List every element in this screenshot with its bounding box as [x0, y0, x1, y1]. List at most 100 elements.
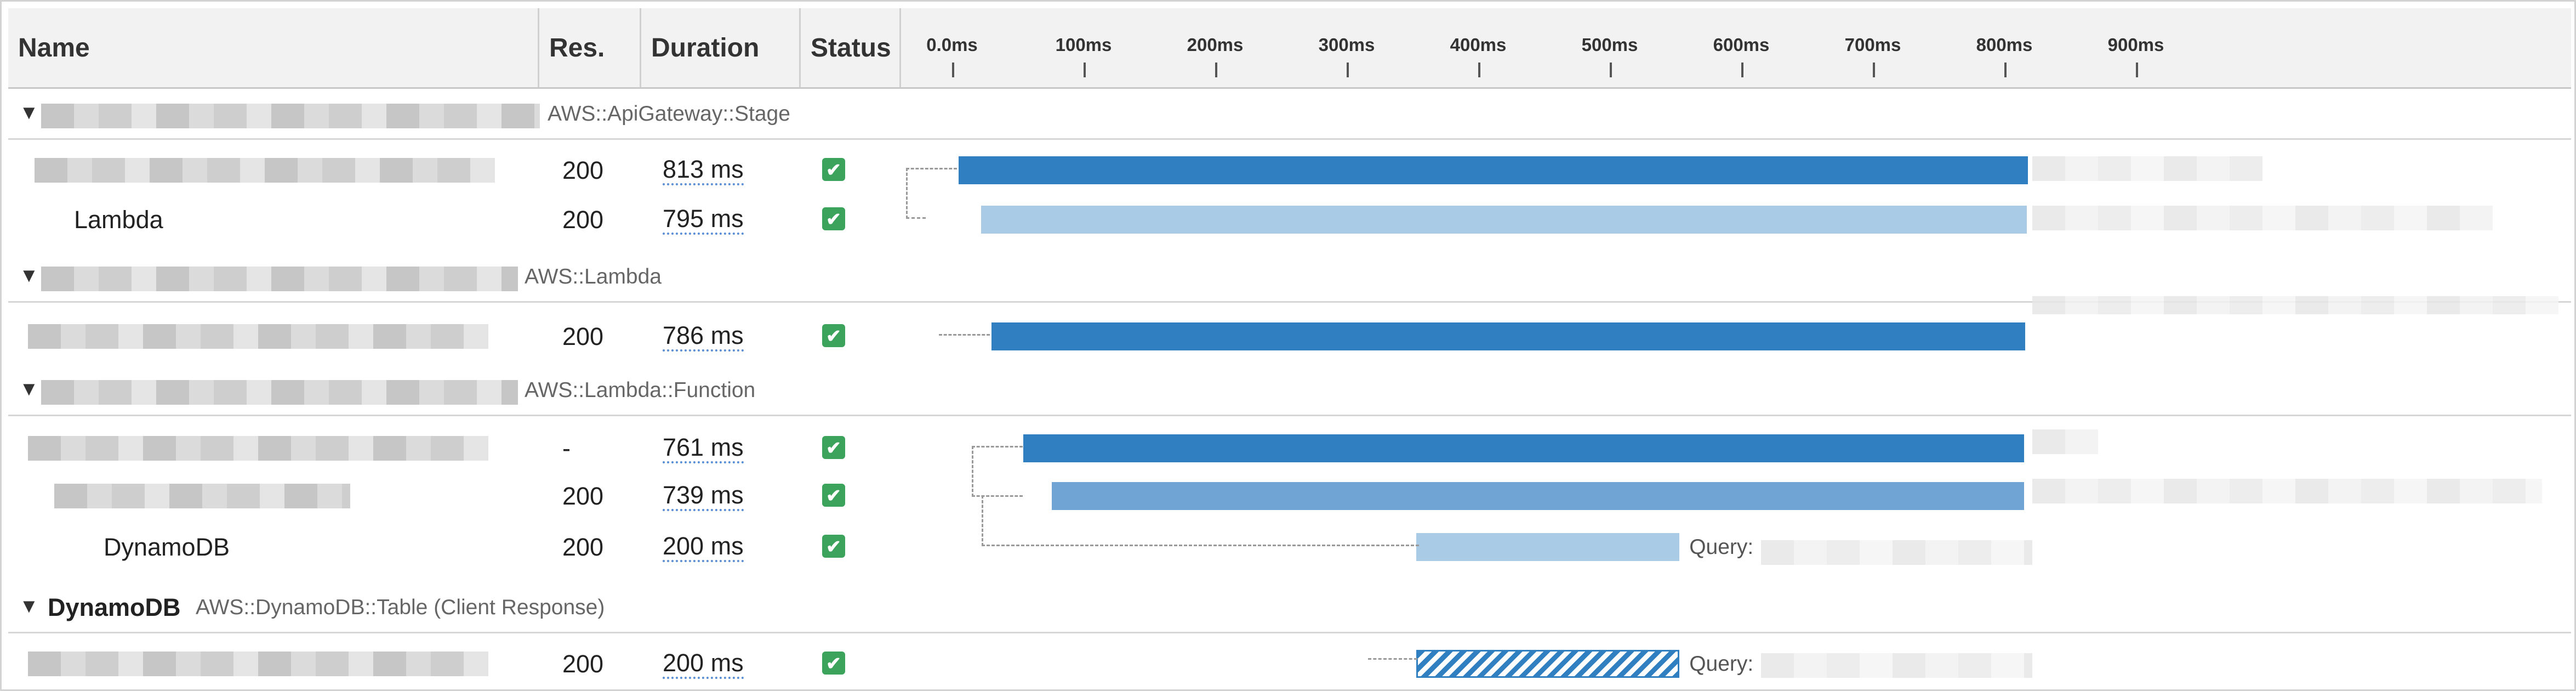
row-name: Lambda: [74, 205, 163, 234]
caret-down-icon[interactable]: ▼: [19, 101, 39, 123]
trace-row[interactable]: DynamoDB 200 200 ms ✔ Query:: [8, 523, 2571, 571]
tick-label: 0.0ms: [926, 35, 978, 55]
redacted-name: [28, 652, 488, 676]
span-bar[interactable]: [981, 206, 2027, 234]
span-bar[interactable]: [1416, 533, 1680, 561]
tick-label: 900ms: [2107, 35, 2164, 55]
group-type: AWS::ApiGateway::Stage: [548, 102, 790, 126]
group-apigateway-stage[interactable]: ▼ AWS::ApiGateway::Stage: [8, 89, 2571, 140]
redacted-annotation: [2032, 296, 2558, 314]
row-response-code: 200: [562, 482, 604, 510]
column-header-duration[interactable]: Duration: [640, 8, 799, 87]
span-connector: [972, 446, 1023, 497]
trace-row[interactable]: 200 739 ms ✔: [8, 472, 2571, 520]
tick-label: 600ms: [1713, 35, 1770, 55]
row-duration-cell: 813 ms: [663, 146, 744, 194]
group-name: DynamoDB: [48, 593, 181, 621]
row-response-code: 200: [562, 156, 604, 184]
tick-mark: [2136, 63, 2138, 77]
tick-label: 500ms: [1581, 35, 1638, 55]
status-check-icon: ✔: [822, 484, 845, 507]
status-check-icon: ✔: [822, 207, 845, 230]
redacted-annotation: [2032, 206, 2493, 230]
trace-row[interactable]: 200 813 ms ✔: [8, 146, 2571, 194]
group-type: AWS::Lambda::Function: [525, 378, 756, 402]
column-header-status[interactable]: Status: [799, 8, 899, 87]
row-duration[interactable]: 739 ms: [663, 481, 744, 511]
row-duration-cell: 200 ms: [663, 640, 744, 688]
span-connector: [906, 168, 926, 219]
row-response-code: 200: [562, 533, 604, 561]
tick-label: 100ms: [1055, 35, 1112, 55]
span-connector: [1368, 658, 1417, 660]
span-connector: [939, 334, 990, 336]
caret-down-icon[interactable]: ▼: [19, 594, 39, 617]
group-lambda-function[interactable]: ▼ AWS::Lambda::Function: [8, 365, 2571, 416]
span-connector: [972, 446, 1023, 448]
group-type: AWS::Lambda: [525, 265, 662, 288]
status-check-icon: ✔: [822, 535, 845, 558]
trace-row[interactable]: - 761 ms ✔: [8, 424, 2571, 472]
span-annotation: Query:: [1689, 652, 1754, 676]
tick-label: 400ms: [1450, 35, 1507, 55]
tick-mark: [1610, 63, 1612, 77]
redacted-name: [41, 380, 518, 405]
row-duration-cell: 200 ms: [663, 523, 744, 571]
status-check-icon: ✔: [822, 158, 845, 181]
row-duration[interactable]: 200 ms: [663, 532, 744, 562]
span-bar[interactable]: [1052, 482, 2024, 510]
redacted-annotation: [2032, 479, 2542, 503]
row-duration[interactable]: 200 ms: [663, 649, 744, 679]
span-bar[interactable]: [959, 156, 2028, 184]
column-header-res[interactable]: Res.: [538, 8, 640, 87]
trace-row[interactable]: Lambda 200 795 ms ✔: [8, 196, 2571, 243]
tick-label: 200ms: [1187, 35, 1244, 55]
trace-row[interactable]: 200 200 ms ✔ Query:: [8, 640, 2571, 688]
redacted-annotation: [1761, 540, 2032, 565]
caret-down-icon[interactable]: ▼: [19, 377, 39, 400]
caret-down-icon[interactable]: ▼: [19, 264, 39, 286]
tick-label: 700ms: [1844, 35, 1901, 55]
redacted-name: [35, 158, 495, 183]
row-name: DynamoDB: [104, 533, 230, 561]
tick-mark: [1215, 63, 1217, 77]
row-duration-cell: 786 ms: [663, 313, 744, 360]
row-duration[interactable]: 761 ms: [663, 433, 744, 463]
status-check-icon: ✔: [822, 324, 845, 347]
redacted-name: [54, 484, 350, 508]
redacted-name: [28, 324, 488, 349]
row-duration-cell: 739 ms: [663, 472, 744, 520]
span-annotation: Query:: [1689, 535, 1754, 559]
row-response-code: 200: [562, 649, 604, 678]
trace-row[interactable]: 200 786 ms ✔: [8, 313, 2571, 360]
tick-mark: [952, 63, 954, 77]
group-dynamodb-table[interactable]: ▼ DynamoDB AWS::DynamoDB::Table (Client …: [8, 582, 2571, 633]
span-bar[interactable]: [1416, 650, 1680, 678]
span-connector: [906, 168, 957, 169]
redacted-annotation: [1761, 653, 2032, 678]
row-response-code: 200: [562, 205, 604, 234]
tick-mark: [1478, 63, 1480, 77]
tick-mark: [1347, 63, 1349, 77]
row-response-code: -: [562, 434, 571, 462]
row-duration[interactable]: 795 ms: [663, 205, 744, 235]
redacted-name: [28, 436, 488, 461]
redacted-name: [41, 267, 518, 291]
span-bar[interactable]: [991, 322, 2026, 350]
row-duration[interactable]: 786 ms: [663, 321, 744, 352]
row-duration[interactable]: 813 ms: [663, 155, 744, 185]
span-connector: [982, 495, 1419, 546]
column-header-name[interactable]: Name: [18, 33, 90, 63]
row-response-code: 200: [562, 322, 604, 350]
row-duration-cell: 795 ms: [663, 196, 744, 243]
span-bar[interactable]: [1023, 434, 2024, 462]
tick-label: 800ms: [1976, 35, 2033, 55]
tick-mark: [1741, 63, 1743, 77]
tick-mark: [1873, 63, 1875, 77]
row-duration-cell: 761 ms: [663, 424, 744, 472]
group-lambda[interactable]: ▼ AWS::Lambda: [8, 252, 2571, 303]
column-header-timeline: [899, 8, 2571, 87]
status-check-icon: ✔: [822, 652, 845, 675]
redacted-annotation: [2032, 156, 2262, 181]
